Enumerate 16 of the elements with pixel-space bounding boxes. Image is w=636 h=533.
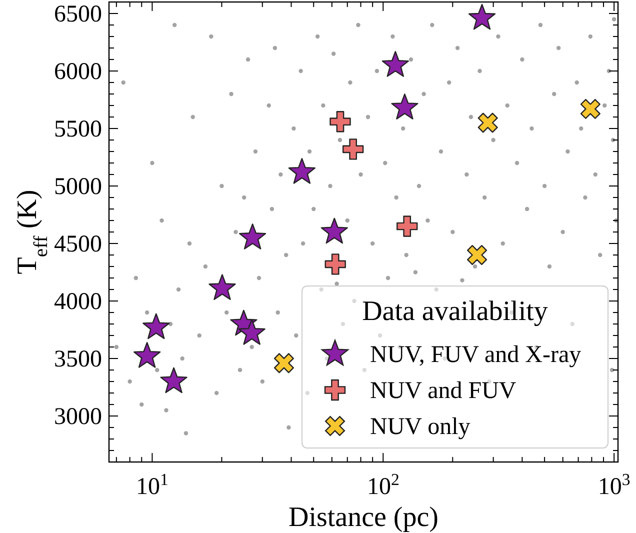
legend-label: NUV and FUV (370, 378, 517, 404)
y-tick-label: 4500 (54, 232, 102, 258)
legend-label: NUV only (370, 414, 470, 440)
y-tick-label: 3000 (54, 404, 102, 430)
legend-title: Data availability (362, 296, 548, 327)
y-tick-label: 5000 (54, 174, 102, 200)
y-tick-label: 6500 (54, 2, 102, 28)
x-tick-label: 10$^{3}$ (598, 470, 630, 500)
x-tick-label: 10$^{2}$ (366, 470, 400, 500)
y-tick-label: 4000 (54, 289, 102, 315)
y-tick-label: 3500 (54, 346, 102, 372)
x-axis-title: Distance (pc) (288, 502, 439, 533)
y-tick-label: 5500 (54, 116, 102, 142)
legend-label: NUV, FUV and X-ray (370, 342, 582, 368)
y-tick-label: 6000 (54, 59, 102, 85)
x-tick-label: 10$^{1}$ (136, 470, 168, 500)
